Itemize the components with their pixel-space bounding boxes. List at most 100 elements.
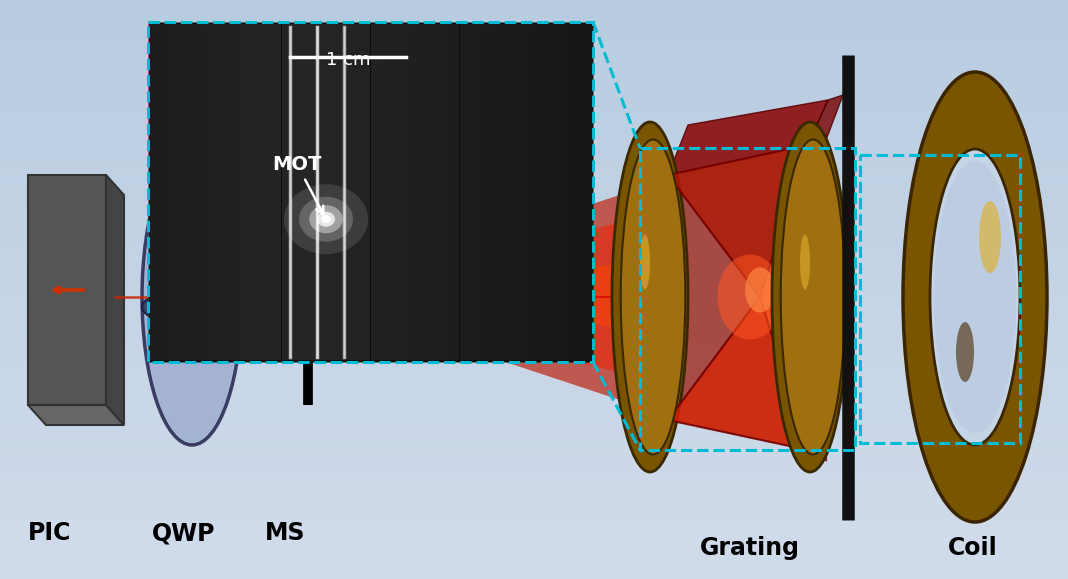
Bar bbox=[0, 333, 1068, 334]
Bar bbox=[0, 472, 1068, 473]
Bar bbox=[0, 563, 1068, 564]
Bar bbox=[0, 183, 1068, 184]
Bar bbox=[0, 449, 1068, 450]
Bar bbox=[0, 350, 1068, 351]
Bar bbox=[0, 331, 1068, 332]
Bar bbox=[0, 489, 1068, 490]
Bar bbox=[0, 109, 1068, 110]
Bar bbox=[0, 276, 1068, 277]
Bar bbox=[576, 24, 580, 360]
Bar bbox=[0, 452, 1068, 453]
Ellipse shape bbox=[142, 290, 242, 325]
Bar bbox=[446, 24, 451, 360]
Bar bbox=[0, 142, 1068, 143]
Bar bbox=[0, 48, 1068, 49]
Polygon shape bbox=[760, 135, 826, 460]
Bar bbox=[0, 157, 1068, 158]
Ellipse shape bbox=[930, 149, 1020, 445]
Bar bbox=[0, 190, 1068, 191]
Bar bbox=[0, 230, 1068, 231]
Bar bbox=[0, 334, 1068, 335]
Bar bbox=[0, 358, 1068, 359]
Bar bbox=[0, 363, 1068, 364]
Bar bbox=[0, 259, 1068, 260]
Bar bbox=[0, 18, 1068, 19]
Bar bbox=[0, 162, 1068, 163]
Bar bbox=[0, 547, 1068, 548]
Bar bbox=[0, 575, 1068, 576]
Ellipse shape bbox=[164, 236, 195, 318]
Bar bbox=[0, 317, 1068, 318]
Bar bbox=[0, 355, 1068, 356]
Bar bbox=[0, 44, 1068, 45]
Bar bbox=[0, 250, 1068, 251]
Bar bbox=[393, 24, 397, 360]
Bar bbox=[233, 24, 237, 360]
Bar bbox=[0, 166, 1068, 167]
Bar bbox=[0, 557, 1068, 558]
Bar bbox=[326, 24, 330, 360]
Bar bbox=[0, 330, 1068, 331]
Bar bbox=[0, 381, 1068, 382]
Bar bbox=[0, 406, 1068, 407]
Bar bbox=[0, 341, 1068, 342]
Bar bbox=[0, 216, 1068, 217]
Bar bbox=[0, 98, 1068, 99]
Bar bbox=[0, 224, 1068, 225]
Bar bbox=[0, 65, 1068, 66]
Bar bbox=[0, 155, 1068, 156]
Bar bbox=[0, 347, 1068, 348]
Bar bbox=[0, 134, 1068, 135]
Bar bbox=[0, 364, 1068, 365]
Bar bbox=[0, 6, 1068, 7]
Bar bbox=[0, 201, 1068, 202]
Bar bbox=[0, 91, 1068, 92]
Bar bbox=[0, 378, 1068, 379]
Bar bbox=[0, 570, 1068, 571]
Bar bbox=[223, 24, 229, 360]
Bar bbox=[179, 24, 184, 360]
Bar bbox=[0, 342, 1068, 343]
Bar bbox=[0, 199, 1068, 200]
Bar bbox=[0, 28, 1068, 29]
Bar bbox=[0, 262, 1068, 263]
Bar bbox=[0, 23, 1068, 24]
Bar bbox=[0, 95, 1068, 96]
Bar bbox=[0, 125, 1068, 126]
Bar bbox=[0, 203, 1068, 204]
Bar bbox=[0, 84, 1068, 85]
Bar bbox=[0, 32, 1068, 33]
Bar bbox=[0, 390, 1068, 391]
Bar bbox=[0, 30, 1068, 31]
Bar bbox=[0, 383, 1068, 384]
Bar bbox=[0, 53, 1068, 54]
Bar bbox=[0, 26, 1068, 27]
Bar bbox=[0, 76, 1068, 77]
Ellipse shape bbox=[904, 72, 1047, 522]
Bar bbox=[0, 501, 1068, 502]
Bar bbox=[0, 73, 1068, 74]
Bar bbox=[0, 266, 1068, 267]
Bar bbox=[0, 560, 1068, 561]
Bar bbox=[0, 13, 1068, 14]
Bar bbox=[313, 24, 317, 360]
Bar bbox=[0, 83, 1068, 84]
Bar bbox=[0, 573, 1068, 574]
Ellipse shape bbox=[321, 215, 331, 223]
Bar bbox=[0, 385, 1068, 386]
Bar bbox=[0, 542, 1068, 543]
Bar bbox=[406, 24, 410, 360]
Bar bbox=[0, 130, 1068, 131]
Text: 1 cm: 1 cm bbox=[326, 51, 371, 69]
Bar bbox=[0, 221, 1068, 222]
Bar bbox=[0, 537, 1068, 538]
Bar bbox=[513, 24, 517, 360]
Bar bbox=[0, 66, 1068, 67]
Bar bbox=[580, 24, 584, 360]
Bar bbox=[0, 136, 1068, 137]
Bar bbox=[0, 421, 1068, 422]
Bar bbox=[215, 24, 219, 360]
Bar bbox=[0, 468, 1068, 469]
Bar bbox=[0, 222, 1068, 223]
Bar bbox=[371, 24, 375, 360]
